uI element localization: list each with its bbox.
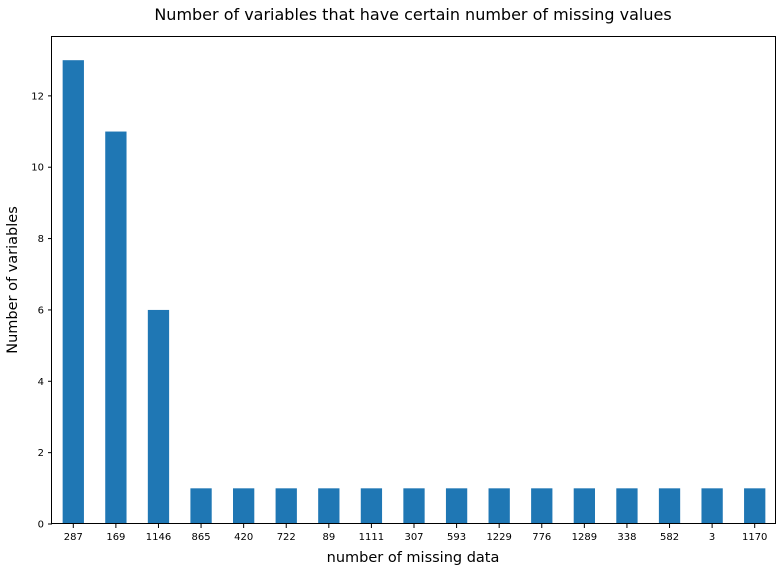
bar-582: [658, 488, 681, 524]
x-tick-label: 338: [617, 532, 636, 543]
x-tick-label: 287: [64, 532, 83, 543]
bar-89: [318, 488, 340, 524]
y-tick-label: 4: [38, 377, 44, 388]
bar-1170: [744, 488, 766, 524]
y-axis: 0 2 4 6 8 10 12: [31, 91, 52, 531]
y-axis-label: Number of variables: [5, 206, 21, 354]
bar-338: [616, 488, 638, 524]
bar-722: [275, 488, 297, 524]
x-tick-label: 1229: [486, 532, 511, 543]
bar-169: [105, 131, 127, 525]
y-tick-label: 10: [31, 163, 44, 174]
y-tick-label: 0: [38, 520, 44, 531]
bar-1146: [147, 309, 170, 524]
x-tick-label: 593: [447, 532, 466, 543]
bar-776: [531, 488, 553, 524]
x-axis-label: number of missing data: [327, 550, 500, 566]
bar-865: [190, 488, 212, 524]
bar-1229: [488, 488, 510, 524]
bar-1289: [573, 488, 595, 524]
bar-287: [62, 60, 84, 524]
bar-1111: [360, 488, 383, 524]
x-tick-label: 582: [660, 532, 679, 543]
bars-group: [62, 60, 766, 525]
x-tick-label: 3: [709, 532, 715, 543]
bar-307: [403, 488, 425, 524]
bar-593: [445, 488, 468, 524]
x-tick-label: 722: [277, 532, 296, 543]
x-tick-label: 89: [322, 532, 335, 543]
x-tick-label: 1146: [146, 532, 171, 543]
bar-420: [233, 488, 255, 524]
x-tick-label: 420: [234, 532, 253, 543]
x-tick-label: 1170: [742, 532, 767, 543]
x-tick-label: 776: [532, 532, 551, 543]
x-tick-label: 865: [192, 532, 211, 543]
bar-3: [701, 488, 723, 524]
x-tick-label: 169: [106, 532, 125, 543]
y-tick-label: 12: [31, 91, 44, 102]
y-tick-label: 6: [38, 305, 44, 316]
x-tick-label: 307: [404, 532, 423, 543]
y-tick-label: 8: [38, 234, 44, 245]
x-tick-label: 1289: [572, 532, 597, 543]
x-tick-label: 1111: [359, 532, 384, 543]
x-axis: 287 169 1146 865 420 722 89 1111 307 593 1229 776 12…: [64, 524, 767, 543]
plot-frame: [51, 36, 776, 524]
y-tick-label: 2: [38, 448, 44, 459]
chart-title: Number of variables that have certain nu…: [154, 5, 671, 24]
